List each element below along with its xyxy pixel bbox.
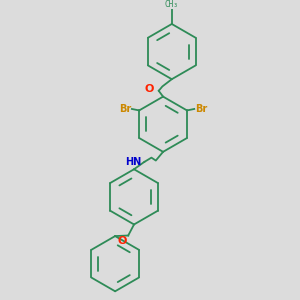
Text: CH₃: CH₃: [165, 0, 179, 9]
Text: Br: Br: [119, 104, 131, 114]
Text: HN: HN: [126, 157, 142, 167]
Text: Br: Br: [195, 104, 207, 114]
Text: O: O: [117, 236, 127, 246]
Text: O: O: [145, 84, 154, 94]
